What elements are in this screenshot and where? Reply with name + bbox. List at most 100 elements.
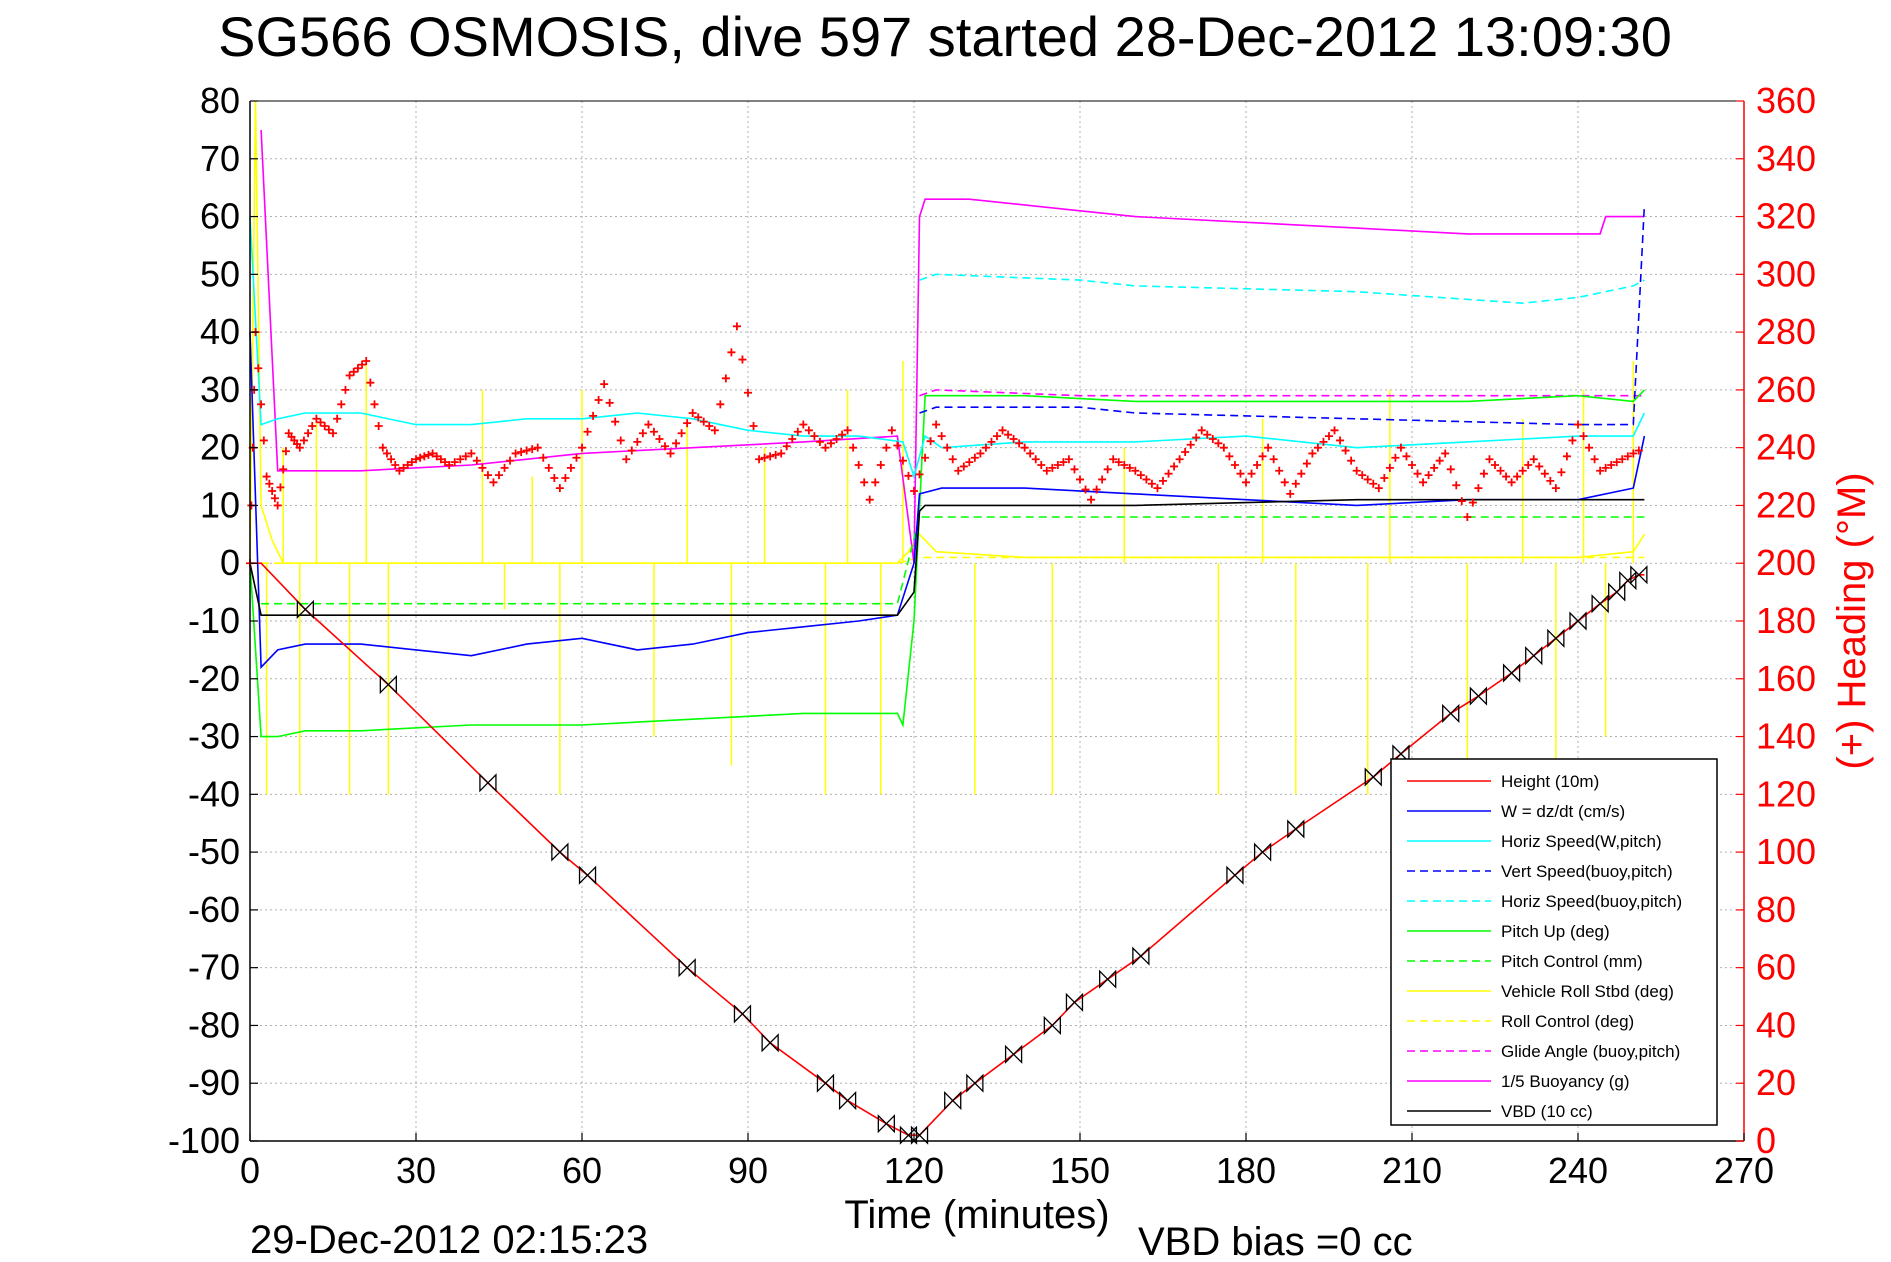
heading-point-33-3 bbox=[882, 443, 891, 452]
right-tick-label-4: 80 bbox=[1756, 889, 1796, 930]
heading-point-47-2 bbox=[1186, 440, 1195, 449]
heading-point-10-3 bbox=[391, 461, 400, 469]
heading-point-63-2 bbox=[1540, 469, 1549, 478]
heading-point-66-0 bbox=[1596, 466, 1605, 475]
heading-point-2-1 bbox=[265, 479, 274, 488]
heading-point-62-0 bbox=[1507, 478, 1516, 487]
heading-point-3-2 bbox=[279, 465, 288, 474]
height-marker-3 bbox=[379, 674, 397, 695]
heading-point-37-1 bbox=[959, 462, 968, 471]
heading-point-45-1 bbox=[1136, 471, 1145, 480]
heading-point-8-1 bbox=[349, 367, 358, 376]
height-marker-22 bbox=[1226, 865, 1244, 885]
heading-point-21-2 bbox=[611, 417, 620, 426]
heading-point-38-2 bbox=[987, 437, 996, 446]
heading-point-24-2 bbox=[677, 429, 686, 438]
heading-point-47-1 bbox=[1181, 448, 1190, 456]
heading-point-51-1 bbox=[1269, 455, 1278, 464]
height-marker-12 bbox=[877, 1114, 895, 1134]
heading-point-27-0 bbox=[732, 322, 741, 331]
heading-point-57-0 bbox=[1396, 443, 1405, 452]
heading-point-3-0 bbox=[273, 501, 282, 510]
legend-label-9: Glide Angle (buoy,pitch) bbox=[1501, 1042, 1680, 1061]
height-marker-18 bbox=[1043, 1015, 1061, 1036]
heading-point-33-2 bbox=[876, 461, 885, 469]
height-marker-26 bbox=[1392, 744, 1410, 764]
heading-point-16-3 bbox=[506, 456, 515, 465]
heading-point-21-0 bbox=[600, 380, 609, 389]
series-glide-angle bbox=[919, 389, 1645, 397]
heading-point-21-3 bbox=[616, 436, 625, 445]
heading-point-29-1 bbox=[782, 442, 791, 451]
heading-point-47-0 bbox=[1175, 455, 1184, 464]
heading-point-61-1 bbox=[1491, 461, 1499, 469]
heading-point-62-3 bbox=[1524, 461, 1533, 469]
right-axis-label: (+) Heading (°M) bbox=[1830, 472, 1874, 769]
heading-point-10-2 bbox=[387, 455, 396, 464]
x-tick-label-1: 30 bbox=[396, 1150, 436, 1191]
heading-point-51-0 bbox=[1264, 443, 1273, 452]
heading-point-53-2 bbox=[1319, 437, 1328, 446]
heading-point-55-2 bbox=[1363, 475, 1372, 484]
y-tick-label-17: 70 bbox=[200, 138, 240, 179]
heading-point-29-3 bbox=[793, 427, 802, 436]
heading-point-27-1 bbox=[738, 355, 747, 364]
heading-point-40-0 bbox=[1020, 443, 1029, 452]
heading-point-6-0 bbox=[312, 414, 321, 423]
height-marker-2 bbox=[296, 599, 314, 620]
heading-point-50-1 bbox=[1247, 469, 1256, 478]
legend-label-5: Pitch Up (deg) bbox=[1501, 922, 1610, 941]
heading-point-11-3 bbox=[407, 458, 416, 467]
heading-point-67-1 bbox=[1623, 452, 1632, 461]
height-marker-25 bbox=[1364, 767, 1382, 787]
heading-point-56-3 bbox=[1391, 453, 1400, 462]
heading-point-37-0 bbox=[954, 466, 963, 475]
right-tick-label-14: 280 bbox=[1756, 311, 1816, 352]
heading-point-53-3 bbox=[1325, 432, 1333, 441]
x-tick-label-9: 270 bbox=[1714, 1150, 1774, 1191]
heading-point-13-2 bbox=[436, 455, 445, 464]
heading-point-62-1 bbox=[1513, 472, 1522, 481]
right-tick-label-5: 100 bbox=[1756, 831, 1816, 872]
height-marker-21 bbox=[1132, 946, 1150, 966]
heading-point-65-2 bbox=[1585, 443, 1594, 452]
y-tick-label-2: -80 bbox=[188, 1004, 240, 1045]
heading-point-22-1 bbox=[627, 446, 636, 455]
heading-point-13-3 bbox=[441, 458, 450, 467]
heading-point-14-1 bbox=[450, 458, 459, 467]
heading-point-60-0 bbox=[1463, 513, 1472, 521]
right-tick-labels: 0 20 40 60 80 100 120 140 160 180 200 220 240 260 280 3… bbox=[1756, 80, 1816, 1161]
heading-point-58-2 bbox=[1430, 463, 1439, 472]
heading-point-49-3 bbox=[1236, 469, 1245, 478]
heading-point-9-2 bbox=[370, 400, 379, 409]
heading-point-39-0 bbox=[998, 426, 1007, 435]
heading-point-7-3 bbox=[341, 385, 350, 394]
heading-point-31-1 bbox=[827, 439, 835, 448]
heading-point-42-1 bbox=[1070, 465, 1079, 474]
heading-point-17-3 bbox=[528, 445, 537, 454]
heading-point-19-0 bbox=[555, 484, 564, 493]
heading-point-43-0 bbox=[1087, 495, 1096, 504]
heading-point-9-3 bbox=[374, 422, 383, 430]
heading-point-19-2 bbox=[566, 463, 575, 472]
heading-point-63-0 bbox=[1529, 455, 1538, 464]
y-tick-label-11: 10 bbox=[200, 484, 240, 525]
heading-point-49-0 bbox=[1219, 443, 1228, 452]
heading-point-32-3 bbox=[860, 478, 869, 487]
heading-point-39-1 bbox=[1004, 430, 1013, 439]
heading-point-22-0 bbox=[622, 455, 631, 464]
heading-point-65-1 bbox=[1579, 432, 1588, 441]
heading-point-32-1 bbox=[849, 443, 858, 452]
heading-point-60-3 bbox=[1479, 469, 1488, 478]
right-tick-label-16: 320 bbox=[1756, 196, 1816, 237]
heading-point-30-2 bbox=[810, 432, 819, 441]
legend-label-7: Vehicle Roll Stbd (deg) bbox=[1501, 982, 1674, 1001]
heading-point-41-3 bbox=[1059, 458, 1068, 467]
heading-point-7-0 bbox=[329, 429, 337, 438]
heading-point-12-2 bbox=[420, 452, 429, 461]
heading-point-34-0 bbox=[887, 426, 896, 435]
heading-point-3-3 bbox=[281, 447, 290, 456]
heading-point-31-0 bbox=[821, 443, 830, 452]
heading-point-26-1 bbox=[716, 400, 725, 409]
